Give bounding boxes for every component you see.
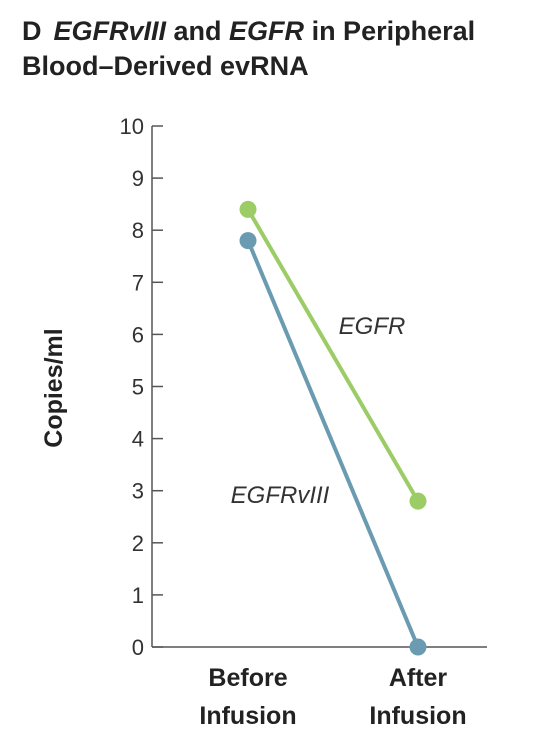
data-point-egfrviii	[239, 232, 257, 250]
title-line-2: Blood–Derived evRNA	[22, 51, 309, 81]
x-tick-label: Infusion	[369, 702, 466, 730]
y-tick-label: 7	[132, 270, 144, 295]
title-gene-egfr: EGFR	[229, 16, 305, 46]
y-tick-label: 10	[120, 114, 144, 139]
data-point-egfr	[239, 200, 257, 218]
chart-title: D EGFRvIII and EGFR in Peripheral Blood–D…	[22, 14, 532, 84]
y-tick-label: 4	[132, 427, 144, 452]
data-point-egfrviii	[409, 638, 427, 656]
y-tick-label: 2	[132, 531, 144, 556]
y-tick-label: 5	[132, 375, 144, 400]
x-tick-label: Before	[208, 664, 287, 692]
y-tick-label: 3	[132, 479, 144, 504]
y-tick-label: 6	[132, 322, 144, 347]
series-line-egfr	[246, 207, 420, 504]
title-line-1: D EGFRvIII and EGFR in Peripheral	[22, 14, 532, 49]
y-tick-label: 8	[132, 218, 144, 243]
x-tick-label: Infusion	[199, 702, 296, 730]
title-suffix: in Peripheral	[304, 16, 476, 46]
series-group: EGFR EGFRvIII	[231, 200, 427, 656]
panel-letter: D	[22, 16, 42, 46]
series-label-egfrviii: EGFRvIII	[231, 482, 330, 509]
series-line-egfrviii	[246, 238, 420, 649]
x-tick-labels: Before Infusion After Infusion	[199, 664, 466, 730]
y-tick-label: 9	[132, 166, 144, 191]
y-axis-label: Copies/ml	[40, 328, 68, 447]
y-tick-label: 0	[132, 635, 144, 660]
y-tick-label: 1	[132, 583, 144, 608]
x-tick-label: After	[389, 664, 448, 692]
y-ticks: 0 1 2 3 4 5 6 7 8 9 10	[120, 114, 163, 660]
title-gene-egfrviii: EGFRvIII	[53, 16, 167, 46]
title-conjunction: and	[166, 16, 230, 46]
series-label-egfr: EGFR	[339, 313, 406, 340]
data-point-egfr	[409, 492, 427, 510]
